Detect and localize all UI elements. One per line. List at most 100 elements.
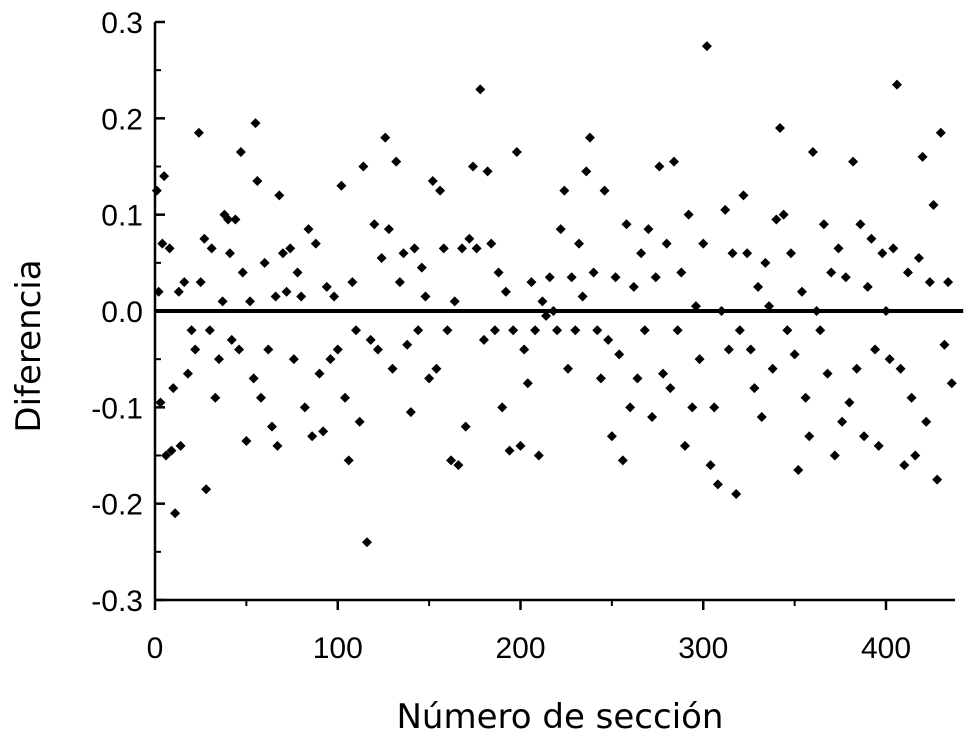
data-point: [844, 397, 855, 408]
data-point: [793, 464, 804, 475]
data-point: [621, 219, 632, 230]
data-point: [376, 253, 387, 264]
data-point: [566, 272, 577, 283]
data-point: [155, 397, 166, 408]
data-point: [672, 325, 683, 336]
data-point: [537, 296, 548, 307]
data-point: [581, 166, 592, 177]
data-point: [354, 416, 365, 427]
data-point: [157, 238, 168, 249]
data-point: [325, 354, 336, 365]
data-point: [511, 147, 522, 158]
x-tick-label: 400: [861, 632, 911, 665]
data-point: [855, 219, 866, 230]
data-point: [683, 209, 694, 220]
data-point: [625, 402, 636, 413]
x-tick-label: 100: [313, 632, 363, 665]
data-point: [471, 243, 482, 254]
data-point: [230, 214, 241, 225]
data-point: [383, 224, 394, 235]
data-point: [449, 296, 460, 307]
data-point: [552, 325, 563, 336]
data-point: [409, 243, 420, 254]
data-point: [731, 489, 742, 500]
data-point: [895, 363, 906, 374]
data-point: [159, 171, 170, 182]
data-point: [837, 416, 848, 427]
data-point: [252, 175, 263, 186]
data-point: [372, 344, 383, 355]
data-point: [848, 156, 859, 167]
data-point: [606, 431, 617, 442]
data-point: [628, 281, 639, 292]
data-point: [840, 272, 851, 283]
data-point: [190, 344, 201, 355]
data-point: [153, 286, 164, 297]
data-point: [281, 286, 292, 297]
data-point: [343, 455, 354, 466]
data-point: [833, 243, 844, 254]
data-point: [263, 344, 274, 355]
data-point: [778, 209, 789, 220]
data-point: [380, 132, 391, 143]
data-point: [288, 354, 299, 365]
data-point: [705, 460, 716, 471]
data-point: [891, 79, 902, 90]
data-point: [723, 344, 734, 355]
data-point: [361, 537, 372, 548]
data-point: [248, 373, 259, 384]
data-point: [570, 325, 581, 336]
data-point: [347, 277, 358, 288]
data-point: [829, 450, 840, 461]
data-point: [782, 325, 793, 336]
data-point: [804, 431, 815, 442]
data-point: [785, 248, 796, 259]
data-point: [358, 161, 369, 172]
data-point: [559, 185, 570, 196]
data-point: [665, 383, 676, 394]
data-point: [859, 431, 870, 442]
data-point: [199, 233, 210, 244]
data-point: [193, 127, 204, 138]
data-point: [910, 450, 921, 461]
data-point: [272, 440, 283, 451]
y-axis-ticks: -0.3 -0.2 -0.1 0.0 0.1 0.2 0.3: [91, 7, 165, 618]
data-point: [497, 402, 508, 413]
data-point: [932, 474, 943, 485]
data-point: [435, 185, 446, 196]
data-point: [179, 277, 190, 288]
y-tick-label: -0.3: [91, 585, 143, 618]
data-point: [709, 402, 720, 413]
data-point: [676, 267, 687, 278]
data-point: [270, 291, 281, 302]
data-point: [204, 325, 215, 336]
data-point: [720, 204, 731, 215]
data-point: [164, 243, 175, 254]
data-point: [639, 325, 650, 336]
data-point: [555, 224, 566, 235]
data-point: [862, 281, 873, 292]
data-point: [573, 238, 584, 249]
data-point: [151, 185, 162, 196]
x-axis-ticks: 0 100 200 300 400: [147, 600, 911, 665]
data-point: [610, 272, 621, 283]
y-tick-label: 0.2: [101, 103, 143, 136]
data-point: [873, 440, 884, 451]
data-point: [654, 161, 665, 172]
data-point: [669, 156, 680, 167]
data-point: [943, 277, 954, 288]
data-point: [285, 243, 296, 254]
data-point: [206, 243, 217, 254]
data-point: [822, 368, 833, 379]
x-tick-label: 300: [678, 632, 728, 665]
data-point: [818, 219, 829, 230]
data-point: [224, 248, 235, 259]
data-point: [398, 248, 409, 259]
data-point: [767, 363, 778, 374]
data-point: [467, 161, 478, 172]
data-point: [170, 508, 181, 519]
data-point: [478, 334, 489, 345]
data-point: [508, 325, 519, 336]
data-point: [712, 479, 723, 490]
data-point: [442, 325, 453, 336]
